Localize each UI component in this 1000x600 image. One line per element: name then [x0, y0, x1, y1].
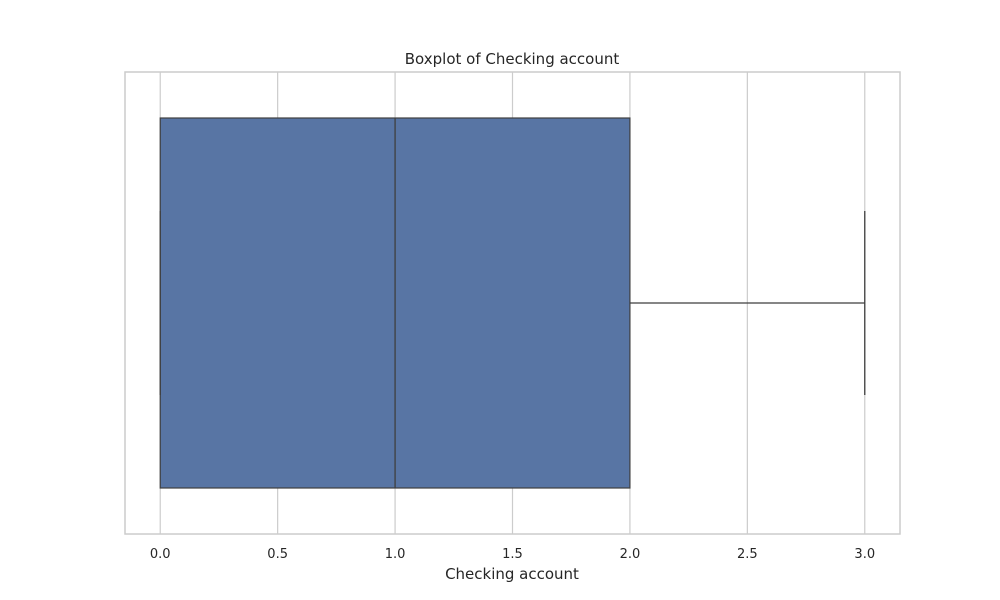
x-tick-label: 1.0 [385, 547, 406, 562]
plot-frame [124, 71, 901, 535]
x-tick-label: 3.0 [854, 547, 875, 562]
x-axis-label: Checking account [445, 565, 579, 583]
chart-title: Boxplot of Checking account [405, 50, 620, 68]
x-tick-label: 2.0 [620, 547, 641, 562]
x-tick-label: 2.5 [737, 547, 758, 562]
x-tick-label: 1.5 [502, 547, 523, 562]
box-group [159, 117, 866, 489]
x-tick-label: 0.0 [150, 547, 171, 562]
x-tick-label: 0.5 [267, 547, 288, 562]
x-tick-labels: 0.0 0.5 1.0 1.5 2.0 2.5 3.0 [150, 547, 875, 562]
